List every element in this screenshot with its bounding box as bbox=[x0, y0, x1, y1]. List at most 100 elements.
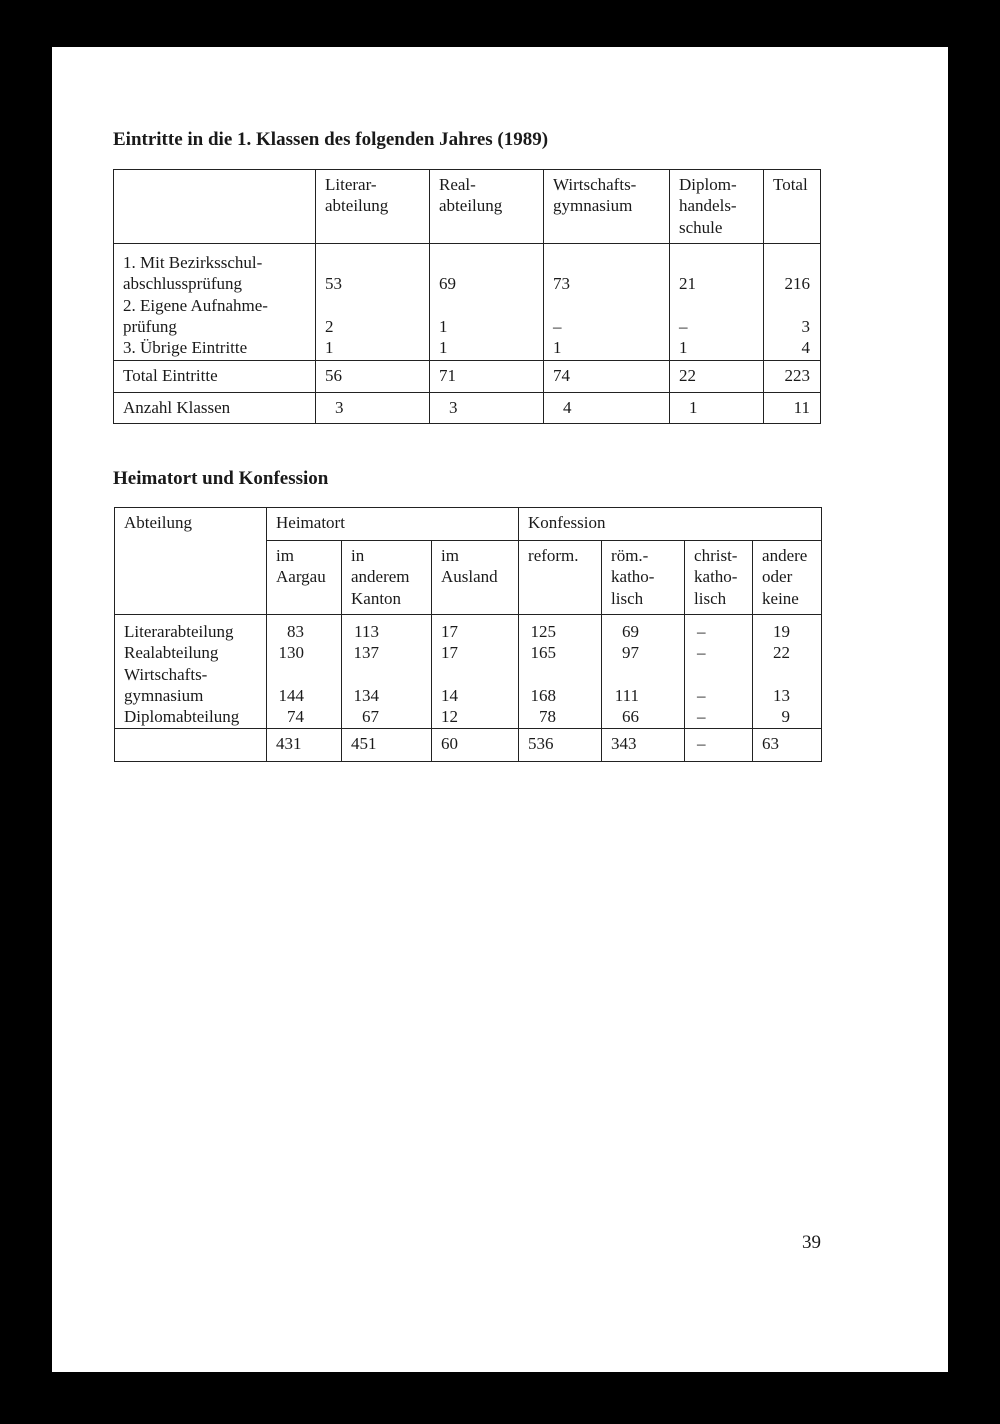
origin-confession-table: Abteilung Heimatort Konfession im Aargau in … bbox=[114, 507, 823, 762]
group-header-konfession: Konfession bbox=[518, 507, 823, 541]
value-cell: 83 130 144 74 bbox=[266, 614, 342, 729]
cell-value: 11 bbox=[763, 392, 821, 424]
cell-value-text: 78 bbox=[539, 707, 557, 727]
spacer bbox=[611, 664, 684, 685]
cell-value: 13 bbox=[762, 685, 821, 706]
cell-value-text: 165 bbox=[530, 643, 557, 663]
cell-value-text: 144 bbox=[278, 685, 305, 705]
value-cell: 69 97 111 66 bbox=[601, 614, 686, 729]
cell-value: 1 bbox=[325, 337, 429, 358]
cell-value: 22 bbox=[669, 360, 764, 393]
spacer bbox=[351, 664, 431, 685]
corner-label: Abteilung bbox=[114, 507, 267, 615]
row-label: 2. Eigene Aufnahme- bbox=[123, 295, 315, 316]
cell-value-text: – bbox=[697, 707, 706, 727]
table-row: 1. Mit Bezirksschul- abschlussprüfung 2. … bbox=[113, 243, 821, 361]
cell-value: 130 bbox=[276, 642, 341, 663]
spacer bbox=[325, 252, 429, 273]
spacer bbox=[441, 664, 518, 685]
row-label-text: 2. Eigene Aufnahme- bbox=[123, 295, 268, 315]
cell-value: 66 bbox=[611, 706, 684, 727]
cell-value-text: 1 bbox=[553, 338, 562, 358]
cell-value: 53 bbox=[325, 273, 429, 294]
cell-value: 97 bbox=[611, 642, 684, 663]
cell-value: 2 bbox=[325, 316, 429, 337]
cell-value-text: 2 bbox=[325, 316, 334, 336]
cell-value: 14 bbox=[441, 685, 518, 706]
column-header: Literar- abteilung bbox=[315, 169, 430, 244]
row-label-text: 1. Mit Bezirksschul- bbox=[123, 253, 263, 272]
cell-value: 3 bbox=[315, 392, 430, 424]
cell-value-text: 125 bbox=[530, 622, 557, 641]
entries-table: Literar- abteilung Real- abteilung Wirtsch… bbox=[113, 169, 821, 424]
cell-value-text: 74 bbox=[287, 707, 304, 727]
cell-value: 1 bbox=[669, 392, 764, 424]
cell-value: 343 bbox=[601, 728, 686, 762]
cell-value: 12 bbox=[441, 706, 518, 727]
cell-value-text: 69 bbox=[439, 274, 456, 294]
column-header: im Ausland bbox=[430, 540, 520, 615]
cell-value: 137 bbox=[351, 642, 431, 663]
table-row: Literarabteilung Realabteilung Wirtschafts… bbox=[114, 614, 823, 729]
cell-value-text: 22 bbox=[773, 643, 791, 663]
value-cell: 73 –1 bbox=[543, 243, 670, 361]
row-labels: 1. Mit Bezirksschul- abschlussprüfung 2. … bbox=[113, 243, 316, 361]
table2-title: Heimatort und Konfession bbox=[113, 468, 329, 489]
column-header: andere oder keine bbox=[752, 540, 823, 615]
group-header-row: Abteilung Heimatort Konfession bbox=[114, 507, 823, 615]
cell-value-text: 4 bbox=[801, 338, 811, 358]
cell-value: – bbox=[553, 316, 669, 337]
column-header: in anderem Kanton bbox=[341, 540, 432, 615]
cell-value: 111 bbox=[611, 685, 684, 706]
cell-value: 1 bbox=[679, 337, 763, 358]
row-label: Wirtschafts- bbox=[124, 664, 266, 685]
cell-value-text: 168 bbox=[530, 685, 557, 705]
cell-value-text: 113 bbox=[354, 622, 379, 641]
cell-value: 78 bbox=[528, 706, 601, 727]
cell-value: 134 bbox=[351, 685, 431, 706]
column-header: Wirtschafts- gymnasium bbox=[543, 169, 670, 244]
row-label: Realabteilung bbox=[124, 642, 266, 663]
cell-value-text: – bbox=[697, 622, 706, 641]
cell-value-text: 66 bbox=[622, 707, 640, 727]
value-cell: 216 3 4 bbox=[763, 243, 821, 361]
row-label-text: prüfung bbox=[123, 316, 177, 336]
cell-value: 1 bbox=[439, 337, 543, 358]
cell-value: 21 bbox=[679, 273, 763, 294]
row-label-text: Wirtschafts- bbox=[124, 664, 208, 684]
cell-value: – bbox=[697, 642, 752, 663]
cell-value: 9 bbox=[762, 706, 821, 727]
cell-value-text: 97 bbox=[622, 643, 640, 663]
column-header: Real- abteilung bbox=[429, 169, 544, 244]
value-cell: 19 22 13 9 bbox=[752, 614, 823, 729]
column-header: röm.- katho- lisch bbox=[601, 540, 686, 615]
cell-value-text: 130 bbox=[278, 643, 305, 663]
cell-value-text: 53 bbox=[325, 274, 342, 294]
total-row: Total Eintritte 56 71 74 22 223 bbox=[113, 360, 821, 393]
spacer bbox=[553, 295, 669, 316]
cell-value-text: – bbox=[553, 316, 562, 336]
cell-value: 3 bbox=[764, 316, 811, 337]
value-cell: 69 1 1 bbox=[429, 243, 544, 361]
cell-value-text: – bbox=[697, 643, 706, 663]
page-number: 39 bbox=[802, 1232, 821, 1253]
cell-value: 168 bbox=[528, 685, 601, 706]
cell-value-text: 216 bbox=[784, 274, 811, 294]
cell-value-text: 134 bbox=[353, 685, 380, 705]
cell-value-text: 21 bbox=[679, 274, 696, 294]
cell-value: 67 bbox=[351, 706, 431, 727]
cell-value: 73 bbox=[553, 273, 669, 294]
cell-value: 4 bbox=[764, 337, 811, 358]
cell-value-text: 73 bbox=[553, 274, 570, 294]
cell-value: 216 bbox=[764, 273, 811, 294]
row-label-text: Literarabteilung bbox=[124, 622, 234, 641]
cell-value-text: 1 bbox=[439, 338, 448, 358]
row-label: 3. Übrige Eintritte bbox=[123, 337, 315, 358]
spacer bbox=[528, 664, 601, 685]
cell-value: 144 bbox=[276, 685, 341, 706]
column-header: Diplom- handels- schule bbox=[669, 169, 764, 244]
cell-value: 63 bbox=[752, 728, 823, 762]
spacer bbox=[679, 252, 763, 273]
cell-value: – bbox=[697, 621, 752, 642]
cell-value: 223 bbox=[763, 360, 821, 393]
